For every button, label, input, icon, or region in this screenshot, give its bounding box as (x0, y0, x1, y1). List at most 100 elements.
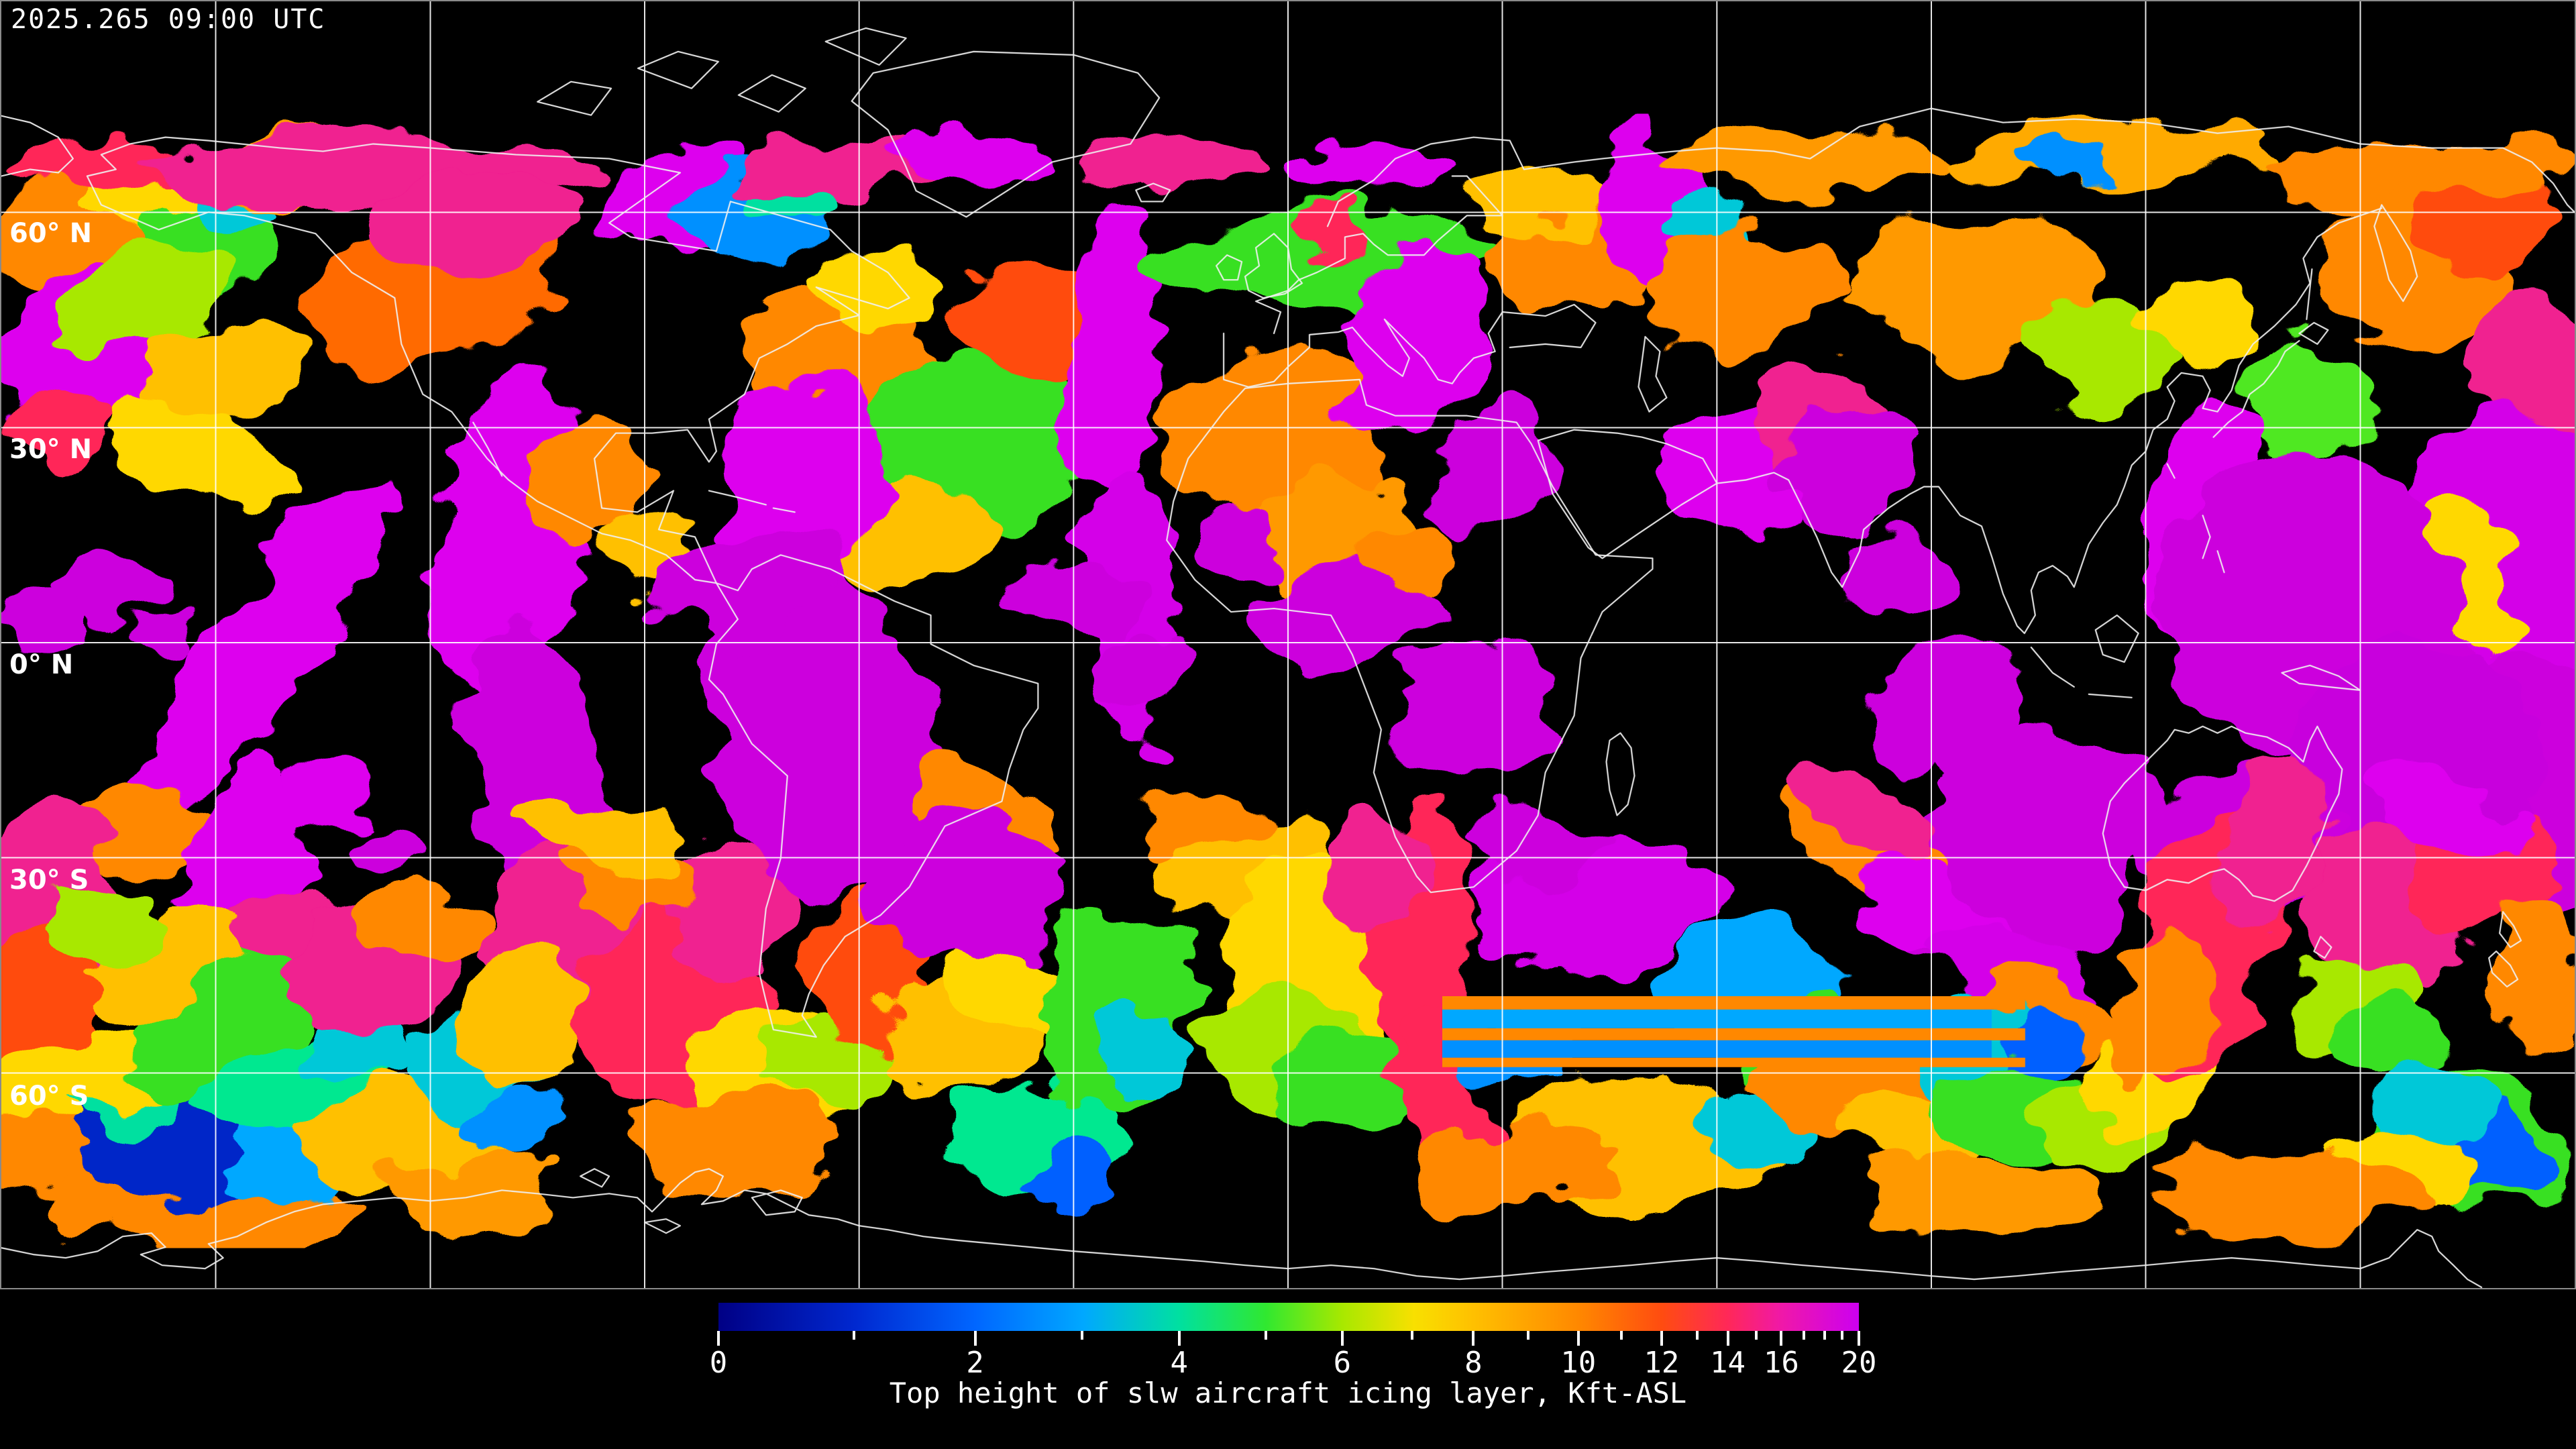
data-region (1673, 128, 1948, 196)
coast-chukotka (1, 115, 74, 177)
data-region (2025, 296, 2173, 403)
colorbar-tick-15 (1755, 1331, 1758, 1340)
coast-scandinavia-siberia (1326, 107, 2575, 227)
data-region (1854, 215, 2102, 350)
colorbar-tick-label-2: 2 (966, 1346, 984, 1380)
data-region (2404, 175, 2565, 270)
colorbar-area: 0 2 4 6 8 10 12 14 16 20 (710, 1303, 1876, 1410)
coast-madagascar (1605, 732, 1635, 816)
coast-uk (1244, 233, 1303, 299)
artifact-stripe (1442, 1028, 2025, 1040)
data-region (1344, 248, 1480, 424)
data-region (360, 885, 481, 966)
data-region (2142, 1149, 2418, 1244)
data-region (1646, 225, 1855, 353)
data-region (1093, 1005, 1195, 1086)
colorbar-tick-2 (973, 1331, 977, 1346)
data-region (635, 1092, 843, 1193)
colorbar-tick-10 (1576, 1331, 1580, 1346)
coastlines (1, 27, 2575, 1288)
data-region (2139, 279, 2260, 360)
coast-greenland (851, 50, 1161, 218)
data-region (370, 172, 572, 266)
data-region (1795, 766, 1933, 863)
data-region (1472, 168, 1613, 236)
colorbar-tick-label-4: 4 (1170, 1346, 1189, 1380)
colorbar-tick-8 (1472, 1331, 1475, 1346)
data-region (2498, 888, 2575, 1056)
map-canvas (1, 1, 2575, 1288)
data-region (1157, 349, 1385, 511)
data-region (728, 647, 950, 896)
colorbar-tick-9 (1527, 1331, 1529, 1340)
data-region (1324, 808, 1426, 936)
coast-new-zealand (2488, 911, 2522, 988)
data-region (1854, 1156, 2102, 1237)
data-region (1291, 212, 1372, 260)
data-region (714, 372, 896, 568)
data-region (661, 520, 816, 647)
artifact-stripe (1442, 996, 2025, 1010)
coast-antarctica (1, 1168, 2483, 1288)
data-region (14, 392, 109, 474)
lat-label: 60° N (9, 218, 93, 249)
coast-ireland (1216, 254, 1243, 281)
colorbar-tick-20 (1858, 1331, 1860, 1346)
data-region (1361, 530, 1462, 598)
data-region (1093, 634, 1195, 708)
colorbar-tick-13 (1695, 1331, 1699, 1340)
colorbar-tick-label-6: 6 (1333, 1346, 1352, 1380)
icing-data-layer (1, 125, 2575, 1248)
data-region (1, 594, 85, 647)
data-region (1294, 142, 1456, 196)
data-region (7, 131, 176, 199)
colorbar-tick-7 (1410, 1331, 1413, 1340)
data-region (738, 138, 940, 199)
lat-label: 60° S (9, 1081, 89, 1112)
data-region (133, 456, 405, 818)
colorbar-tick-4 (1177, 1331, 1181, 1346)
colorbar (718, 1303, 1859, 1331)
artifact-stripe (1442, 1057, 2025, 1067)
colorbar-tick-16 (1780, 1331, 1783, 1346)
colorbar-tick-label-20: 20 (1841, 1346, 1877, 1380)
colorbar-tick-14 (1726, 1331, 1729, 1346)
colorbar-tick-0 (717, 1331, 720, 1346)
data-region (1016, 564, 1144, 645)
data-region (808, 246, 943, 326)
data-region (2239, 349, 2374, 457)
data-region (2364, 763, 2524, 859)
colorbar-title: Top height of slw aircraft icing layer, … (889, 1377, 1687, 1409)
data-region (2028, 152, 2109, 186)
colorbar-tick-6 (1340, 1331, 1344, 1346)
colorbar-tick-18 (1823, 1331, 1826, 1340)
colorbar-tick-19 (1840, 1331, 1843, 1340)
data-region (1033, 1149, 1121, 1210)
data-region (1774, 413, 1915, 527)
data-region (1864, 641, 2032, 775)
coast-mediterranean (1223, 303, 1597, 388)
data-region (464, 1092, 565, 1160)
coast-africa (1166, 378, 1654, 894)
coast-south-asia (1716, 207, 2383, 635)
colorbar-tick-label-16: 16 (1763, 1346, 1799, 1380)
coast-arctic-islands (537, 27, 907, 116)
data-region (1144, 791, 1272, 859)
world-map: 2025.265 09:00 UTC 60° N 30° N 0° N 30° S 60… (0, 0, 2576, 1289)
data-region (862, 814, 1057, 969)
data-region (1468, 804, 1597, 885)
data-region (38, 885, 166, 966)
coast-iceland (1135, 182, 1171, 203)
data-region (339, 818, 421, 872)
data-region (1275, 1042, 1415, 1136)
data-region (1197, 506, 1285, 568)
data-region (2109, 930, 2216, 1094)
colorbar-tick-label-10: 10 (1560, 1346, 1597, 1380)
data-region (2370, 1069, 2485, 1150)
data-region (103, 395, 301, 512)
colorbar-tick-label-12: 12 (1644, 1346, 1680, 1380)
colorbar-tick-11 (1620, 1331, 1623, 1340)
data-region (892, 128, 1054, 182)
data-region (1065, 209, 1162, 490)
